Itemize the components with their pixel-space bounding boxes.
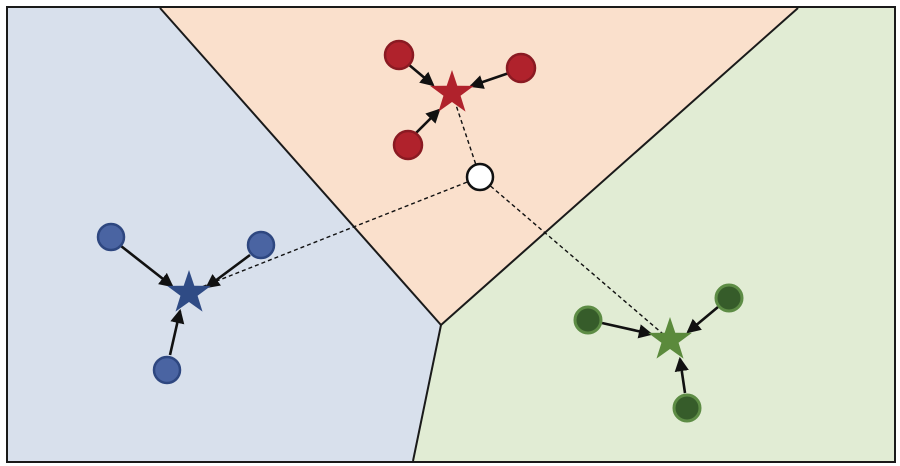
arrow-red-2 xyxy=(468,71,510,89)
green-point xyxy=(672,393,702,423)
blue-cluster-points xyxy=(96,222,276,385)
blue-point xyxy=(96,222,126,252)
arrow-blue-2 xyxy=(205,253,251,289)
blue-centroid-star-icon xyxy=(167,270,211,312)
voronoi-regions xyxy=(8,8,894,461)
blue-point xyxy=(246,230,276,260)
arrow-red-1 xyxy=(407,63,435,87)
arrow-red-3 xyxy=(415,108,441,134)
distance-line-red xyxy=(451,92,481,178)
query-point xyxy=(465,162,495,192)
green-point xyxy=(714,283,744,313)
centroids xyxy=(167,70,692,359)
arrow-green-2 xyxy=(686,306,719,334)
green-region xyxy=(413,8,894,461)
green-cluster-points xyxy=(573,283,744,423)
arrow-blue-1 xyxy=(120,244,174,288)
blue-region xyxy=(8,8,441,461)
distance-line-blue xyxy=(188,176,481,293)
distance-lines xyxy=(188,92,671,341)
diagram-border xyxy=(6,6,896,463)
arrow-green-3 xyxy=(674,356,689,394)
boundary-blue-red xyxy=(159,7,442,326)
region-boundaries xyxy=(159,7,799,462)
green-centroid-star-icon xyxy=(648,317,692,359)
arrow-green-1 xyxy=(601,321,654,339)
boundary-blue-green xyxy=(412,324,442,462)
boundary-red-green xyxy=(440,7,799,326)
red-point xyxy=(383,39,415,71)
red-cluster-points xyxy=(383,39,537,161)
green-point xyxy=(573,305,603,335)
arrow-blue-3 xyxy=(168,308,185,356)
blue-point xyxy=(152,355,182,385)
red-centroid-star-icon xyxy=(430,70,474,112)
red-point xyxy=(505,52,537,84)
red-point xyxy=(392,129,424,161)
assignment-arrows xyxy=(120,63,719,394)
